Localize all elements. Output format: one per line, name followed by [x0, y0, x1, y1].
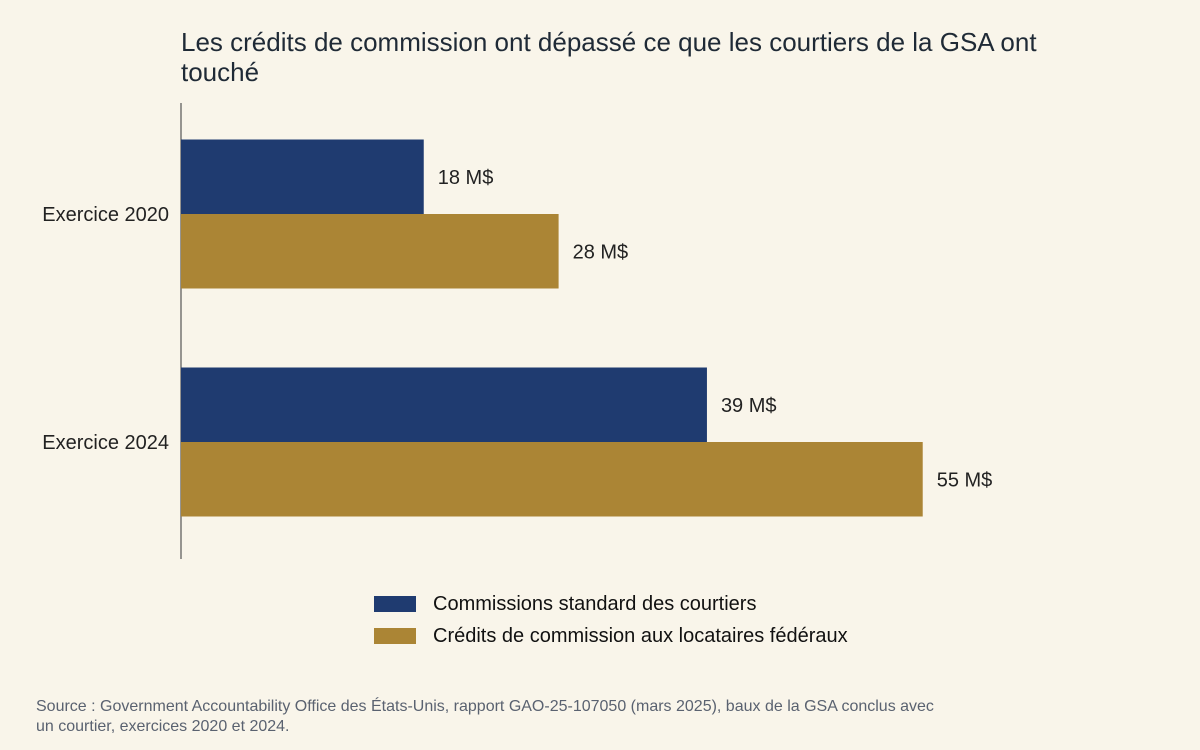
data-labels: 18 M$ 28 M$ 39 M$ 55 M$: [438, 167, 993, 492]
category-label: Exercice 2024: [42, 432, 169, 454]
bar: [181, 139, 424, 214]
bar: [181, 367, 707, 442]
legend-label: Commissions standard des courtiers: [433, 593, 756, 615]
chart-title-line: Les crédits de commission ont dépassé ce…: [181, 27, 1037, 57]
legend-label: Crédits de commission aux locataires féd…: [433, 625, 848, 647]
source-line: Source : Government Accountability Offic…: [36, 696, 934, 715]
bars-group: [181, 139, 923, 517]
bar: [181, 214, 559, 289]
bar: [181, 442, 923, 517]
legend: Commissions standard des courtiers Crédit…: [374, 593, 848, 647]
category-label: Exercice 2020: [42, 204, 169, 226]
source-note: Source : Government Accountability Offic…: [36, 696, 934, 735]
bar-value-label: 18 M$: [438, 167, 494, 189]
bar-value-label: 39 M$: [721, 395, 777, 417]
source-line: un courtier, exercices 2020 et 2024.: [36, 718, 290, 735]
chart-title: Les crédits de commission ont dépassé ce…: [181, 27, 1037, 87]
legend-swatch: [374, 596, 416, 612]
bar-value-label: 28 M$: [573, 241, 629, 263]
category-ticks: Exercice 2020 Exercice 2024: [42, 204, 169, 454]
chart-title-line: touché: [181, 57, 259, 87]
bar-value-label: 55 M$: [937, 469, 993, 491]
legend-swatch: [374, 628, 416, 644]
